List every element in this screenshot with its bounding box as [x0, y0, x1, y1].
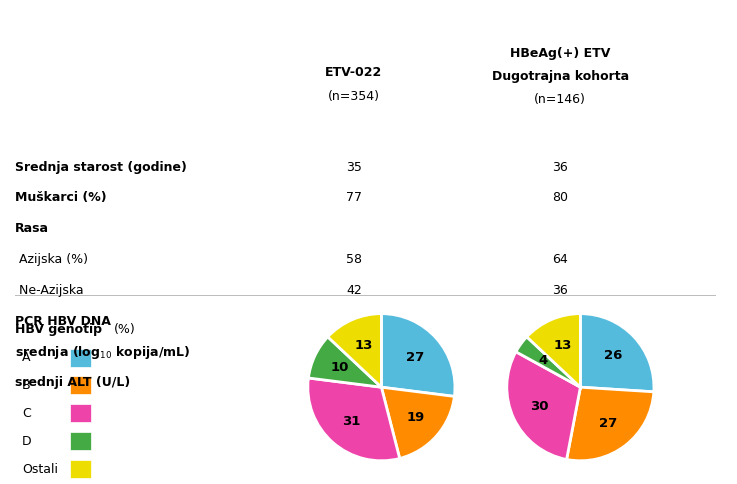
- Bar: [70, 404, 91, 423]
- Wedge shape: [507, 352, 581, 459]
- Text: 122: 122: [548, 377, 572, 390]
- Bar: [70, 460, 91, 478]
- Text: 64: 64: [552, 253, 568, 266]
- Wedge shape: [381, 314, 455, 396]
- Wedge shape: [328, 314, 382, 387]
- Text: PCR HBV DNA: PCR HBV DNA: [15, 315, 111, 328]
- Text: 10: 10: [331, 361, 349, 374]
- Text: Ne-Azijska: Ne-Azijska: [15, 284, 83, 297]
- Text: Dugotrajna kohorta: Dugotrajna kohorta: [492, 70, 629, 83]
- Text: Muškarci (%): Muškarci (%): [15, 191, 106, 204]
- Text: HBV genotip: HBV genotip: [15, 323, 102, 336]
- Text: 80: 80: [552, 191, 568, 204]
- Text: 26: 26: [604, 349, 623, 363]
- Text: 30: 30: [530, 400, 548, 413]
- Bar: [70, 348, 91, 367]
- Text: Azijska (%): Azijska (%): [15, 253, 88, 266]
- Text: 42: 42: [346, 284, 362, 297]
- Text: 58: 58: [346, 253, 362, 266]
- Text: HBeAg(+) ETV: HBeAg(+) ETV: [510, 47, 610, 60]
- Text: 77: 77: [346, 191, 362, 204]
- Text: Ostali: Ostali: [22, 463, 58, 475]
- Wedge shape: [567, 387, 654, 461]
- Text: 36: 36: [552, 284, 568, 297]
- Text: 27: 27: [599, 417, 618, 430]
- Text: 13: 13: [553, 339, 571, 352]
- Text: srednji ALT (U/L): srednji ALT (U/L): [15, 377, 130, 390]
- Text: 4: 4: [539, 354, 548, 367]
- Text: Tablica 1: Demografske i osnovne karakteristike: Tablica 1: Demografske i osnovne karakte…: [10, 18, 519, 37]
- Text: Srednja starost (godine): Srednja starost (godine): [15, 161, 186, 174]
- Bar: [70, 432, 91, 450]
- Text: 13: 13: [354, 339, 372, 352]
- Wedge shape: [580, 314, 654, 392]
- Text: A: A: [22, 351, 31, 364]
- Text: srednja (log$_{10}$ kopija/mL): srednja (log$_{10}$ kopija/mL): [15, 344, 190, 361]
- Wedge shape: [308, 337, 382, 387]
- Text: (n=354): (n=354): [328, 90, 380, 103]
- Text: 9.91: 9.91: [546, 346, 574, 359]
- Text: B: B: [22, 379, 31, 392]
- Text: 31: 31: [342, 415, 360, 428]
- Wedge shape: [382, 387, 455, 458]
- Wedge shape: [516, 337, 581, 387]
- Text: D: D: [22, 435, 32, 448]
- Wedge shape: [527, 314, 581, 387]
- Text: 140: 140: [342, 377, 366, 390]
- Text: ETV-022: ETV-022: [325, 66, 383, 79]
- Text: 35: 35: [346, 161, 362, 174]
- Wedge shape: [308, 378, 399, 461]
- Text: C: C: [22, 407, 31, 420]
- Text: 9.62: 9.62: [340, 346, 368, 359]
- Text: 19: 19: [407, 411, 425, 424]
- Text: 36: 36: [552, 161, 568, 174]
- Text: 27: 27: [407, 350, 425, 363]
- Text: (n=146): (n=146): [534, 93, 586, 106]
- Bar: [70, 377, 91, 394]
- Text: Rasa: Rasa: [15, 222, 49, 235]
- Text: (%): (%): [114, 323, 136, 336]
